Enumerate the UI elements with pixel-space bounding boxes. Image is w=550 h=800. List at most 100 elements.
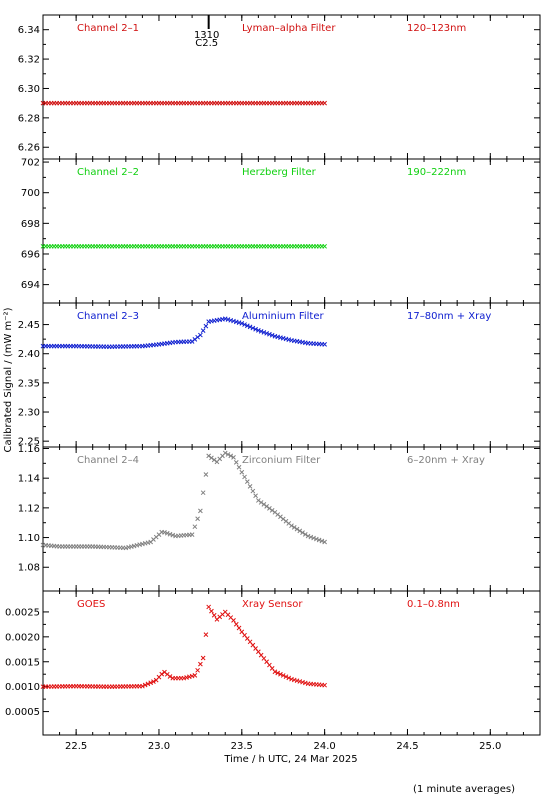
data-point	[203, 632, 209, 637]
data-point	[247, 483, 253, 489]
panel-4: 1.08 1.10 1.12 1.14 1.16 Channel 2–4 Zirconium…	[18, 444, 541, 592]
data-point	[267, 506, 272, 511]
data-point	[192, 524, 198, 530]
data-point	[206, 453, 212, 459]
data-point	[322, 682, 327, 688]
data-point	[322, 243, 327, 249]
data-point	[192, 672, 198, 678]
data-point	[140, 683, 145, 689]
data-point	[198, 332, 203, 338]
data-point	[272, 669, 278, 675]
footer-note: (1 minute averages)	[413, 784, 515, 795]
y-tick-label: 702	[21, 158, 40, 169]
x-tick-label: 24.5	[396, 741, 418, 752]
data-point	[297, 528, 303, 534]
data-point	[322, 100, 327, 106]
y-tick-label: 694	[21, 280, 40, 291]
panel-frame	[42, 302, 541, 448]
panel-wavelength-label: 190–222nm	[407, 167, 466, 178]
panel-5: 0.0005 0.0010 0.0015 0.0020 0.0025 GOES Xray S…	[5, 590, 541, 736]
y-tick-label: 0.0010	[5, 682, 40, 693]
data-point	[319, 538, 325, 544]
panel-channel-label: Channel 2–4	[77, 455, 139, 466]
data-point	[316, 537, 322, 543]
data-markers	[40, 450, 327, 551]
data-point	[195, 667, 200, 673]
x-tick-label: 24.0	[314, 741, 336, 752]
panel-wavelength-label: 120–123nm	[407, 23, 466, 34]
data-point	[244, 323, 250, 329]
y-tick-label: 1.08	[18, 563, 40, 574]
data-point	[302, 531, 308, 537]
data-point	[283, 674, 289, 680]
data-point	[170, 532, 176, 538]
panel-filter-label: Aluminium Filter	[242, 311, 325, 322]
data-point	[162, 530, 167, 535]
y-tick-label: 6.26	[18, 143, 40, 154]
data-point	[286, 675, 292, 681]
y-tick-label: 2.40	[18, 349, 40, 360]
data-point	[239, 321, 245, 326]
data-point	[222, 450, 228, 456]
data-point	[256, 498, 261, 503]
panel-3: 2.25 2.30 2.35 2.40 2.45 Channel 2–3 Aluminium…	[18, 302, 541, 448]
data-point	[142, 682, 148, 688]
data-point	[195, 516, 200, 522]
data-point	[261, 502, 267, 507]
data-point	[233, 621, 239, 627]
data-point	[278, 671, 283, 677]
data-point	[211, 612, 217, 618]
y-tick-label: 2.45	[18, 320, 40, 331]
data-markers	[40, 604, 327, 690]
data-point	[200, 328, 206, 333]
data-point	[145, 681, 151, 687]
data-point	[203, 323, 209, 329]
data-markers	[40, 243, 327, 249]
data-point	[231, 618, 236, 623]
data-point	[244, 479, 250, 484]
data-point	[198, 661, 203, 667]
data-point	[209, 455, 214, 461]
y-tick-label: 696	[21, 249, 40, 260]
data-point	[200, 490, 206, 496]
panel-wavelength-label: 17–80nm + Xray	[407, 311, 491, 322]
panel-filter-label: Herzberg Filter	[242, 167, 317, 178]
panel-wavelength-label: 6–20nm + Xray	[407, 455, 485, 466]
y-tick-label: 0.0005	[5, 707, 40, 718]
data-point	[258, 329, 264, 334]
data-point	[250, 488, 256, 494]
x-tick-label: 23.5	[231, 741, 253, 752]
data-point	[200, 655, 206, 661]
data-point	[275, 670, 281, 676]
data-point	[228, 453, 234, 459]
y-tick-label: 0.0015	[5, 657, 40, 668]
data-point	[253, 326, 258, 332]
panel-channel-label: GOES	[77, 599, 105, 610]
y-tick-label: 6.32	[18, 55, 40, 66]
data-point	[313, 536, 319, 542]
panel-1: 6.26 6.28 6.30 6.32 6.34 Channel 2–1 Lyman–alp…	[18, 14, 541, 160]
y-axis-label: Calibrated Signal / (mW m⁻²)	[3, 307, 14, 452]
data-point	[256, 328, 261, 333]
panel-2: 694 696 698 700 702 Channel 2–2 Herzberg Filte…	[21, 158, 541, 304]
data-point	[305, 533, 311, 539]
flare-time-label: 1310	[194, 30, 219, 41]
data-point	[236, 464, 242, 470]
data-point	[206, 604, 212, 610]
panel-filter-label: Lyman–alpha Filter	[242, 23, 336, 34]
data-point	[264, 330, 270, 336]
data-point	[322, 342, 327, 347]
panel-channel-label: Channel 2–1	[77, 23, 139, 34]
y-tick-label: 0.0025	[5, 607, 40, 618]
data-point	[189, 532, 195, 537]
x-axis-label: Time / h UTC, 24 Mar 2025	[223, 754, 357, 765]
data-point	[291, 525, 297, 530]
y-tick-label: 2.35	[18, 378, 40, 389]
y-tick-label: 2.25	[18, 437, 40, 448]
data-point	[308, 534, 314, 540]
data-point	[167, 531, 173, 537]
panel-frame	[42, 14, 541, 160]
data-point	[264, 504, 270, 509]
data-point	[159, 671, 165, 677]
data-point	[209, 608, 214, 614]
